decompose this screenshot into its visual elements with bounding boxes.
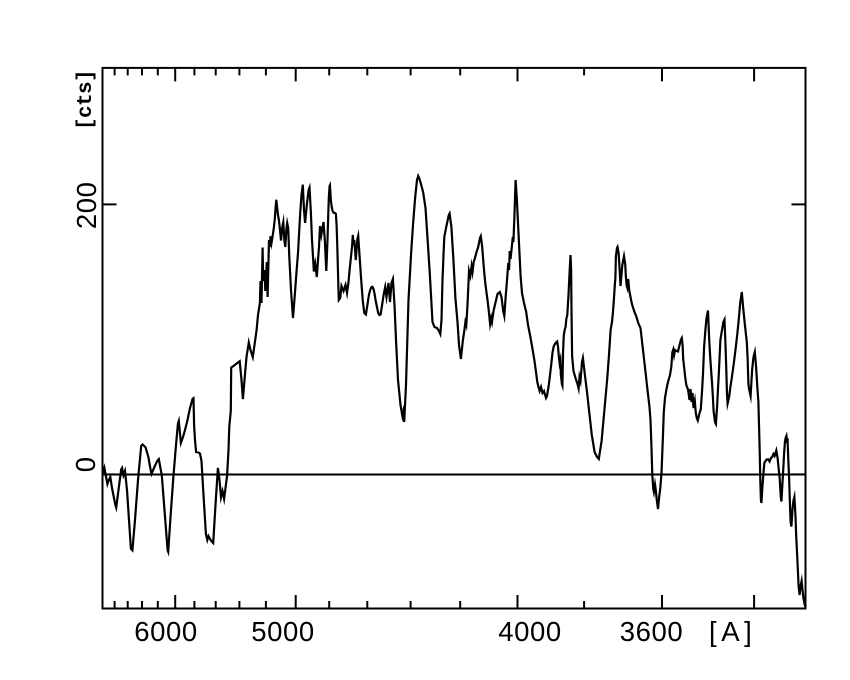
svg-text:4000: 4000 — [498, 616, 562, 647]
svg-text:3600: 3600 — [620, 616, 684, 647]
svg-text:0: 0 — [70, 456, 101, 472]
svg-text:6000: 6000 — [134, 616, 198, 647]
svg-text:5000: 5000 — [251, 616, 315, 647]
svg-text:[A]: [A] — [709, 616, 756, 647]
svg-text:200: 200 — [71, 181, 102, 229]
svg-text:[cts]: [cts] — [75, 70, 98, 130]
